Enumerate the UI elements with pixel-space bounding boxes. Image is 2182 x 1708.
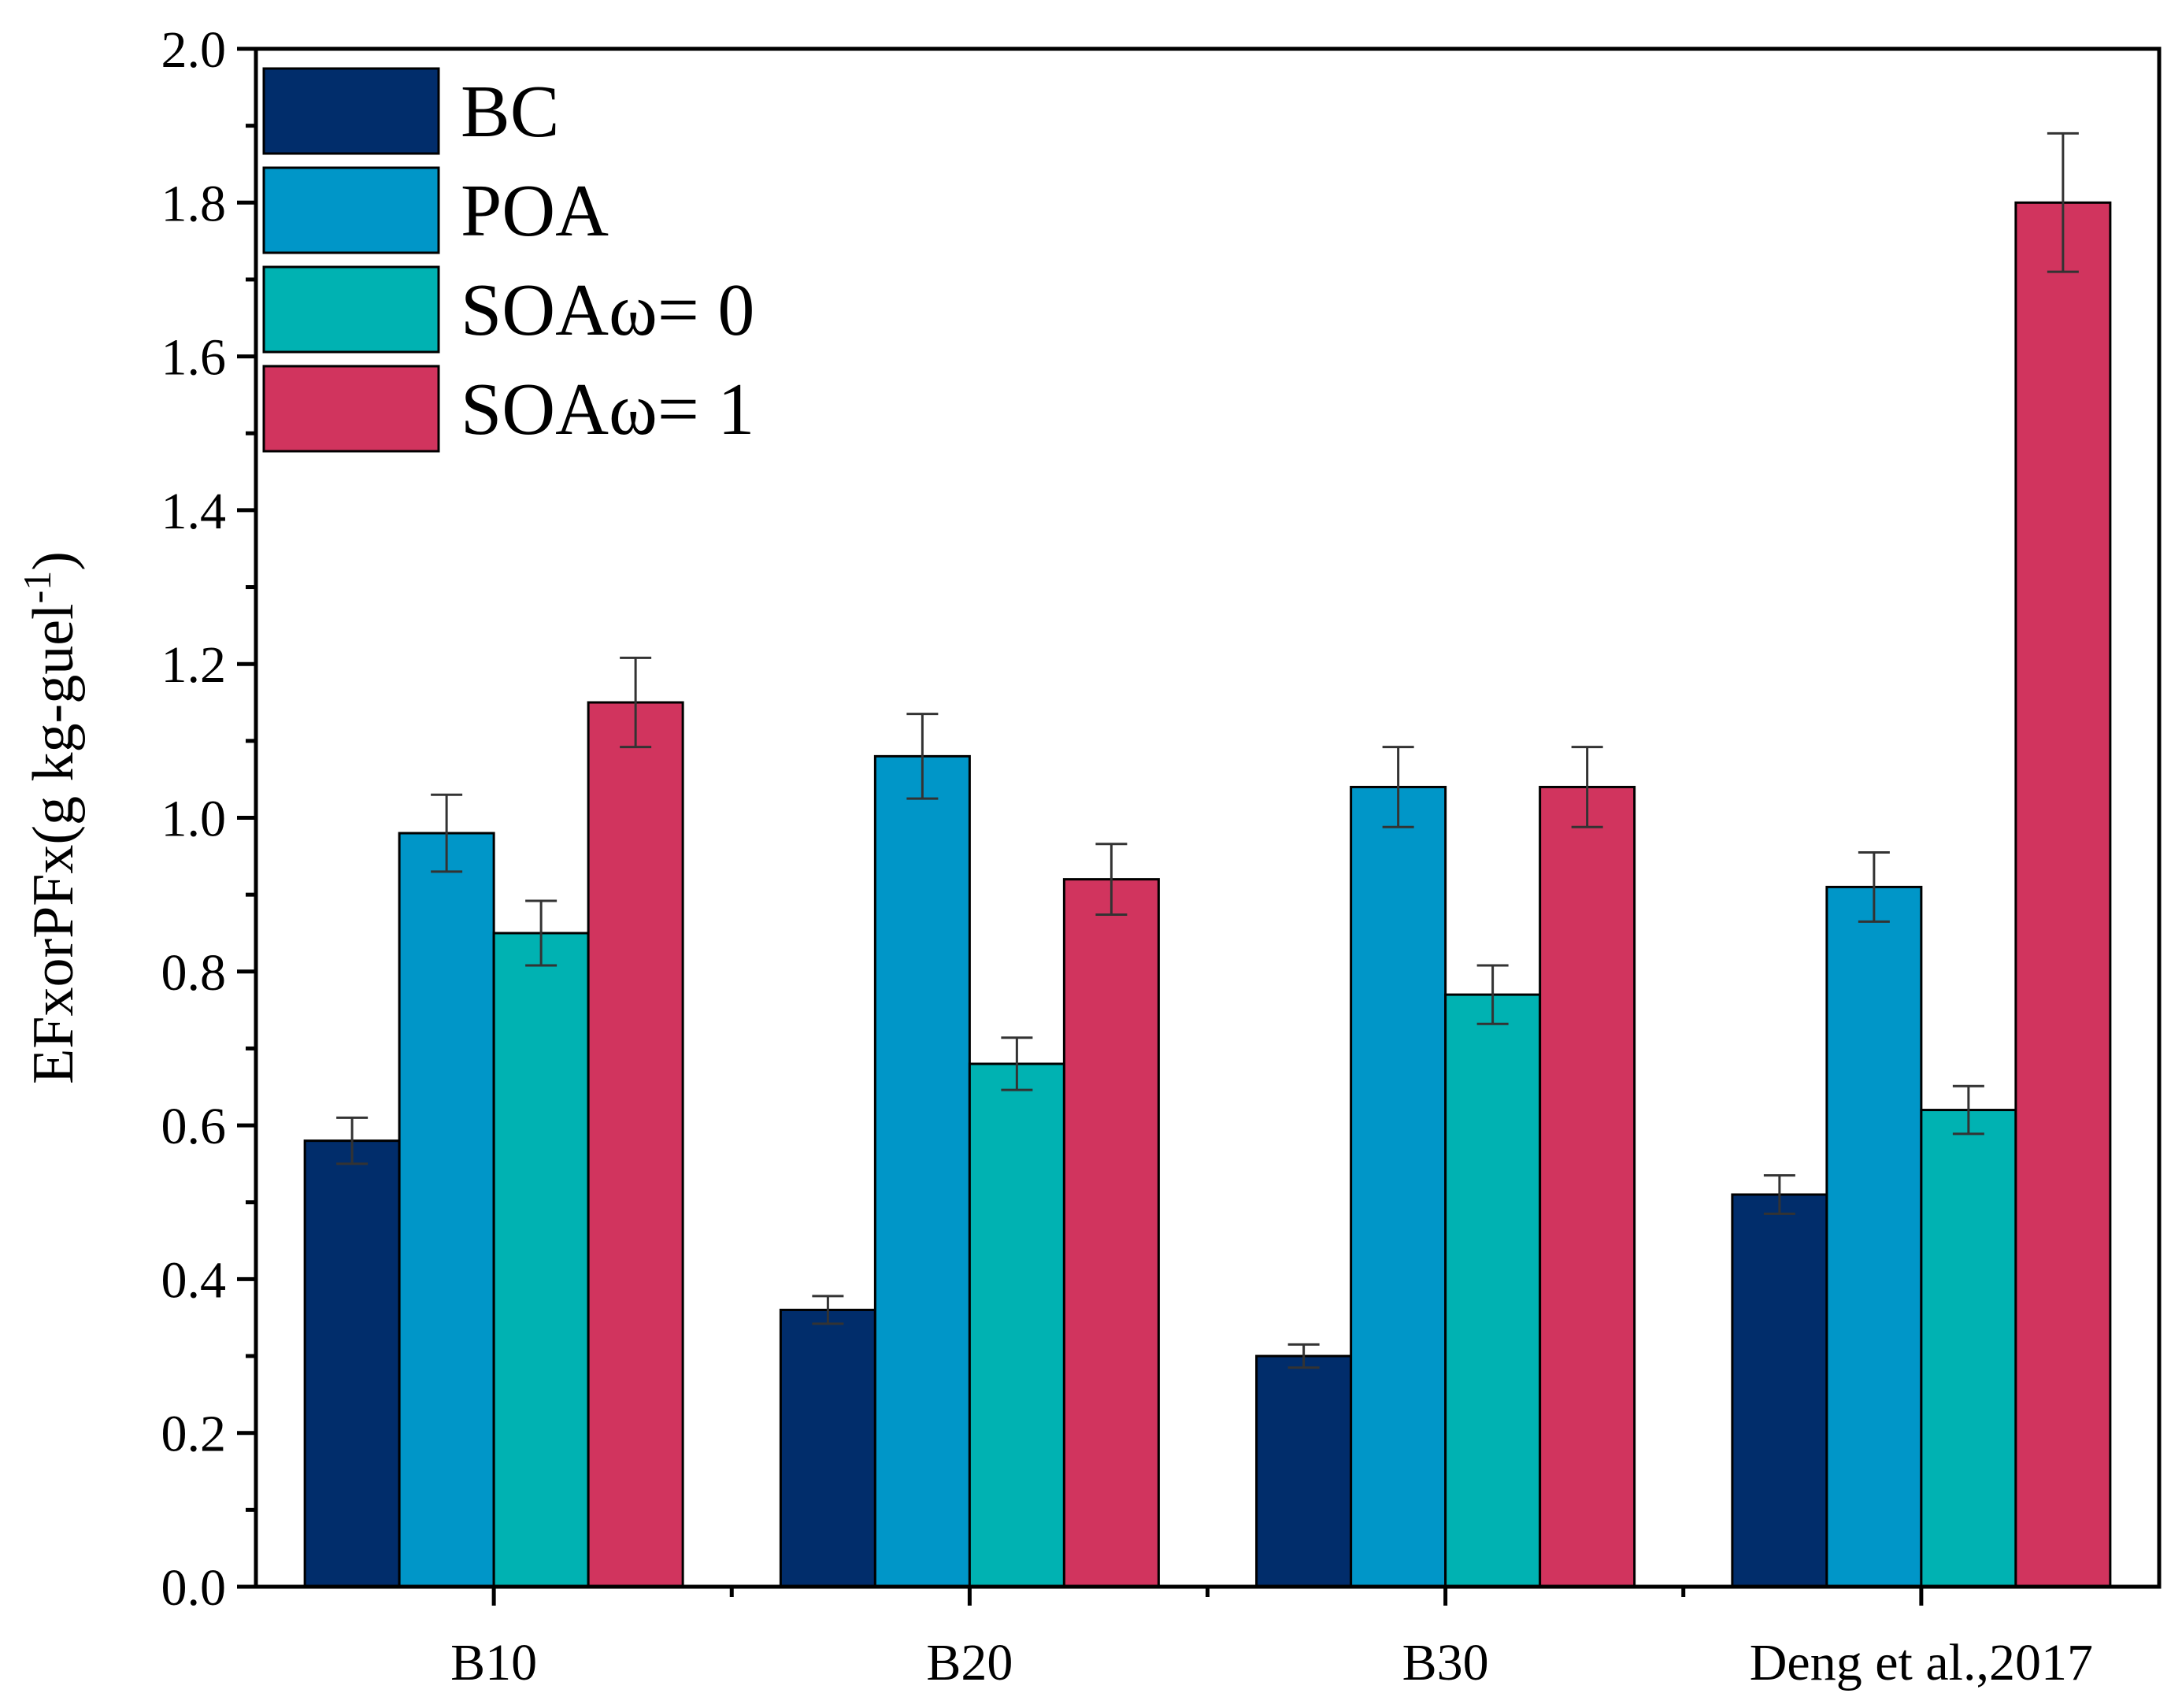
y-tick-label: 1.6 (161, 329, 227, 387)
x-tick-label: B10 (450, 1634, 537, 1691)
error-bar-0-1 (431, 793, 463, 873)
bar-1-2 (968, 1062, 1065, 1588)
error-bar-1-0 (812, 1295, 844, 1325)
bar-3-0 (1731, 1193, 1828, 1588)
bar-0-0 (303, 1139, 401, 1588)
bar-0-1 (398, 832, 495, 1588)
y-axis-label: EFxorPFx(g kg-guel-1) (15, 551, 86, 1084)
legend-item: SOAω= 1 (262, 365, 754, 453)
y-axis-label-suffix: ) (21, 551, 86, 571)
y-axis-label-main: EFxorPFx(g kg-guel (21, 603, 86, 1084)
bar-1-0 (779, 1308, 876, 1588)
legend-swatch (262, 67, 440, 155)
legend-swatch (262, 166, 440, 254)
legend-swatch (262, 365, 440, 453)
y-tick-label: 0.0 (161, 1559, 227, 1617)
bar-0-2 (492, 932, 590, 1588)
y-axis-label-superscript: -1 (15, 571, 59, 604)
y-axis: 0.0 0.2 0.4 0.6 0.8 1.0 1.2 1.4 1.6 1.8 2.0 (161, 21, 256, 1617)
x-tick-label: B30 (1402, 1634, 1489, 1691)
bar-1-3 (1062, 878, 1160, 1588)
error-bar-2-2 (1476, 964, 1509, 1025)
error-bar-1-1 (906, 713, 939, 800)
legend-swatch (262, 265, 440, 354)
error-bar-0-2 (525, 899, 558, 967)
y-tick-label: 0.2 (161, 1406, 227, 1463)
bar-1-1 (873, 754, 971, 1588)
bar-3-1 (1825, 885, 1923, 1588)
error-bar-3-0 (1763, 1174, 1795, 1215)
legend-item: BC (262, 67, 559, 155)
error-bar-1-2 (1001, 1036, 1033, 1091)
legend: BC POA SOAω= 0 SOAω= 1 (262, 67, 754, 453)
y-tick-label: 2.0 (161, 21, 227, 79)
bar-2-2 (1444, 993, 1542, 1588)
legend-label: BC (461, 71, 559, 153)
x-tick-label: B20 (926, 1634, 1013, 1691)
error-bar-1-3 (1095, 843, 1128, 917)
bars-layer (303, 201, 2112, 1588)
y-tick-label: 1.0 (161, 791, 227, 848)
error-bar-3-3 (2047, 132, 2079, 273)
error-bar-0-0 (336, 1116, 369, 1165)
legend-label: SOAω= 0 (461, 269, 754, 351)
error-bar-3-1 (1858, 850, 1890, 923)
error-bar-2-1 (1382, 746, 1414, 828)
legend-label: POA (461, 170, 609, 252)
y-tick-label: 1.8 (161, 175, 227, 232)
y-tick-label: 1.2 (161, 636, 227, 694)
error-bar-2-3 (1571, 746, 1603, 828)
error-bar-0-3 (620, 656, 652, 749)
y-tick-label: 0.8 (161, 944, 227, 1002)
legend-item: SOAω= 0 (262, 265, 754, 354)
error-bar-3-2 (1952, 1084, 1984, 1136)
y-tick-label: 0.6 (161, 1098, 227, 1155)
error-bars-layer (336, 132, 2079, 1369)
legend-label: SOAω= 1 (461, 369, 754, 450)
x-axis: B10 B20 B30 Deng et al.,2017 (450, 1587, 2093, 1691)
bar-2-3 (1539, 785, 1636, 1588)
bar-2-0 (1255, 1354, 1353, 1588)
x-tick-label: Deng et al.,2017 (1750, 1634, 2093, 1691)
y-tick-label: 0.4 (161, 1251, 227, 1309)
bar-0-3 (587, 701, 684, 1588)
bar-3-3 (2014, 201, 2112, 1588)
legend-item: POA (262, 166, 609, 254)
y-tick-label: 1.4 (161, 483, 227, 540)
error-bar-2-0 (1287, 1343, 1320, 1369)
bar-2-1 (1350, 785, 1447, 1588)
bar-3-2 (1920, 1109, 2017, 1588)
